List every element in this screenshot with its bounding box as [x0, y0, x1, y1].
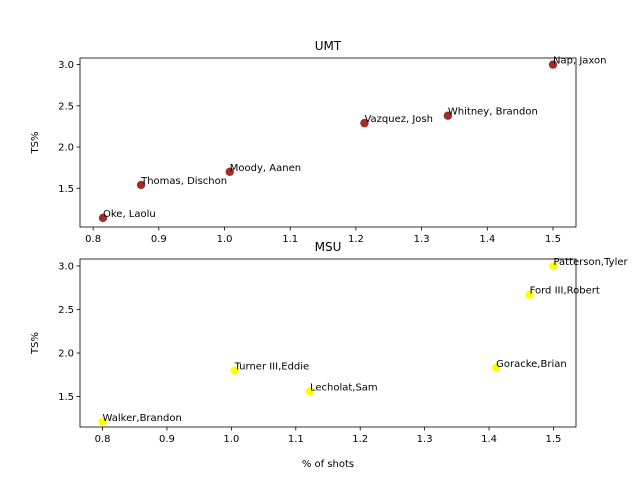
msu-x-tick-label: 1.1: [288, 434, 304, 445]
umt-x-tick-label: 1.4: [479, 234, 495, 245]
msu-data-point: [230, 366, 239, 375]
msu-y-tick-label: 2.5: [58, 305, 74, 316]
msu-point-label: Walker,Brandon: [103, 413, 182, 424]
umt-y-tick-label: 3.0: [58, 60, 74, 71]
umt-point-label: Thomas, Dischon: [140, 176, 227, 187]
umt-x-tick-label: 1.3: [414, 234, 430, 245]
umt-data-point: [98, 213, 108, 223]
msu-data-point: [525, 290, 534, 299]
umt-point-label: Vazquez, Josh: [364, 114, 433, 125]
umt-y-tick-label: 1.5: [58, 184, 74, 195]
msu-data-point: [549, 261, 558, 271]
msu-y-tick-label: 1.5: [58, 392, 74, 403]
msu-y-tick-label: 2.0: [58, 349, 74, 360]
msu-x-tick-label: 1.4: [481, 434, 497, 445]
msu-plot-frame: [79, 258, 577, 428]
msu-point-label: Goracke,Brian: [496, 359, 567, 370]
msu-x-tick-label: 1.3: [417, 434, 433, 445]
msu-point-label: Turner III,Eddie: [234, 361, 310, 372]
umt-x-tick-label: 0.8: [85, 234, 101, 245]
umt-y-tick-label: 2.0: [58, 143, 74, 154]
umt-point-label: Moody, Aanen: [230, 163, 301, 174]
msu-data-point: [98, 417, 107, 426]
umt-x-tick-label: 1.0: [217, 234, 233, 245]
msu-data-point: [491, 363, 501, 373]
umt-data-point: [443, 111, 453, 120]
umt-y-tick-label: 2.5: [58, 101, 74, 112]
msu-y-tick-label: 3.0: [58, 261, 74, 272]
msu-point-label: Patterson,Tyler: [553, 257, 628, 268]
msu-chart-title: MSU: [315, 240, 342, 254]
msu-data-point: [305, 387, 315, 396]
umt-data-point: [225, 167, 234, 176]
umt-x-tick-label: 1.5: [545, 234, 561, 245]
msu-x-tick-label: 1.2: [352, 434, 368, 445]
msu-y-axis-label: TS%: [30, 332, 41, 355]
msu-scatter-panel: 0.8 0.9 1.0 1.1 1.2 1.3 1.4 1.5 1.5 2.0 2.5 3.0 % of…: [30, 240, 629, 470]
umt-point-label: Whitney, Brandon: [448, 107, 538, 118]
msu-x-tick-label: 0.8: [95, 434, 111, 445]
umt-point-label: Nap, Jaxon: [553, 56, 606, 67]
umt-x-tick-label: 0.9: [151, 234, 167, 245]
msu-x-tick-label: 1.0: [223, 434, 239, 445]
umt-point-label: Oke, Laolu: [103, 209, 156, 220]
umt-data-point: [360, 118, 369, 128]
msu-x-tick-label: 0.9: [159, 434, 175, 445]
umt-data-point: [136, 180, 146, 190]
umt-plot-frame: [79, 57, 577, 228]
umt-data-point: [548, 60, 558, 69]
msu-x-axis-label: % of shots: [302, 459, 354, 470]
umt-scatter-panel: 0.80.91.01.11.21.31.41.51.52.02.53.0% of…: [30, 39, 606, 270]
umt-chart-title: UMT: [315, 39, 342, 53]
msu-x-tick-label: 1.5: [546, 434, 562, 445]
umt-y-axis-label: TS%: [30, 132, 41, 155]
msu-point-label: Ford III,Robert: [530, 286, 600, 297]
umt-x-tick-label: 1.2: [348, 234, 364, 245]
umt-x-tick-label: 1.1: [282, 234, 298, 245]
msu-point-label: Lecholat,Sam: [310, 382, 378, 393]
